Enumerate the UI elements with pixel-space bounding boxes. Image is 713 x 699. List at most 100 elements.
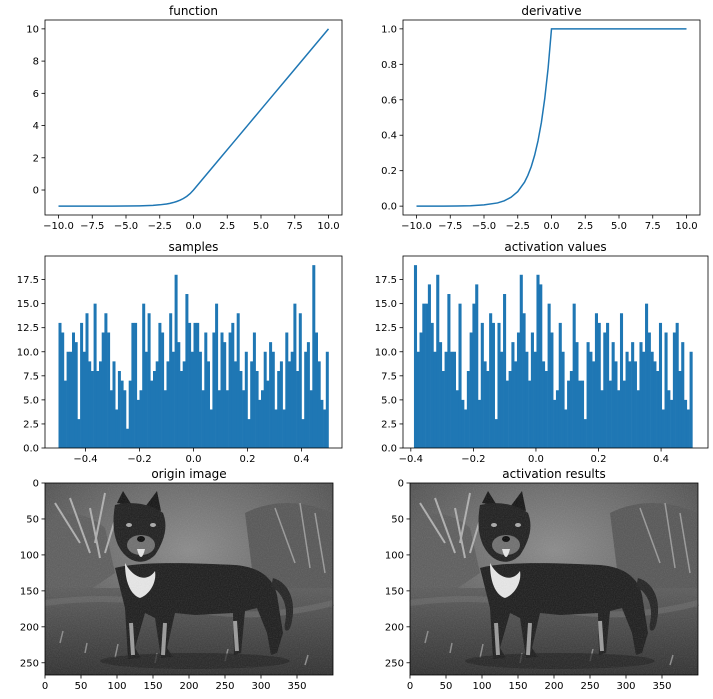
y-tick-label: 8 [33, 57, 39, 68]
x-tick-label: 150 [143, 681, 162, 692]
x-tick-label: 50 [440, 681, 453, 692]
x-tick-label: −0.2 [461, 454, 485, 465]
x-tick-label: 0.2 [591, 454, 607, 465]
histogram-bar [169, 313, 173, 448]
histogram-bar [242, 390, 246, 448]
histogram-bar [525, 351, 529, 448]
x-tick-label: −10.0 [401, 221, 432, 232]
histogram-bar [193, 322, 197, 448]
histogram-bar [136, 399, 140, 448]
histogram-bar [266, 380, 270, 448]
histogram-bar [147, 313, 151, 448]
histogram-bar [686, 409, 690, 448]
histogram-bar [452, 351, 457, 448]
histogram-bar [606, 322, 610, 448]
histogram-bar [190, 351, 194, 448]
histogram-bar [85, 313, 89, 448]
histogram-bar [296, 371, 300, 448]
histogram-bar [458, 303, 462, 448]
x-tick-label: 7.5 [645, 221, 661, 232]
histogram-bar [650, 351, 654, 448]
subplot-title: activation values [504, 240, 606, 254]
x-tick-label: −10.0 [43, 221, 74, 232]
histogram-bar [77, 419, 81, 448]
histogram-bar [153, 371, 156, 448]
histogram-bar [633, 361, 637, 448]
y-tick-label: 2.5 [23, 419, 39, 430]
y-tick-label: 12.5 [375, 323, 397, 334]
x-tick-label: 100 [472, 681, 491, 692]
x-tick-label: 350 [652, 681, 671, 692]
histogram-bar [166, 361, 170, 448]
x-tick-label: 200 [544, 681, 563, 692]
histogram-bar [558, 322, 562, 448]
histogram-bar [61, 332, 65, 448]
histogram-bar [486, 371, 490, 448]
histogram-bar [617, 390, 621, 448]
histogram-bar [511, 342, 515, 448]
histogram-bar [96, 371, 100, 448]
x-tick-label: 50 [75, 681, 88, 692]
histogram-bar [150, 380, 154, 448]
histogram-bar [126, 428, 129, 448]
histogram-bar [469, 332, 473, 448]
y-tick-label: 100 [385, 550, 404, 561]
histogram-bar [282, 409, 286, 448]
y-tick-label: 0.0 [23, 444, 39, 455]
x-tick-label: −0.2 [127, 454, 151, 465]
histogram-bar [550, 332, 554, 448]
y-tick-label: 0.2 [381, 166, 397, 177]
histogram-bar [430, 322, 434, 448]
histogram-bar [120, 380, 124, 448]
histogram-bar [212, 332, 216, 448]
histogram-bar [66, 351, 70, 448]
histogram-bar [99, 361, 102, 448]
histogram-bar [628, 361, 632, 448]
histogram-bar [298, 313, 302, 448]
x-tick-label: −7.5 [438, 221, 462, 232]
histogram-bar [441, 371, 445, 448]
histogram-bar [234, 361, 237, 448]
histogram-bar [163, 390, 167, 448]
subplot-3: samples −0.4 −0.2 0.0 0.2 0.4 0.0 2.5 5.0 7.5 10.0… [17, 240, 343, 465]
histogram-bar [158, 322, 162, 448]
histogram-bar [271, 351, 275, 448]
x-tick-label: 100 [107, 681, 126, 692]
x-tick-label: 10.0 [317, 221, 339, 232]
histogram-bar [664, 332, 668, 448]
histogram-bar [567, 380, 571, 448]
dog-photo [410, 483, 698, 675]
x-tick-label: 7.5 [287, 221, 303, 232]
histogram-bar [689, 351, 693, 448]
histogram-bar [301, 419, 305, 448]
x-tick-label: 5.0 [253, 221, 269, 232]
histogram-bar [142, 303, 146, 448]
histogram-bar [427, 284, 431, 448]
histogram-bar [277, 371, 281, 448]
subplot-6: activation results 0 50 100 150 200 250 300 350 0… [385, 467, 698, 692]
y-tick-label: 1.0 [381, 24, 397, 35]
histogram-bar [603, 332, 607, 448]
histogram-bar [269, 342, 273, 448]
x-tick-label: 2.5 [577, 221, 593, 232]
histogram-bar [464, 409, 468, 448]
histogram-bar [320, 399, 324, 448]
histogram-bar [177, 342, 181, 448]
x-tick-label: 0.2 [240, 454, 256, 465]
histogram-bar [252, 332, 256, 448]
y-tick-label: 0.0 [381, 444, 397, 455]
histogram-bar [561, 351, 565, 448]
histogram-bar [109, 390, 113, 448]
subplot-1: function −10.0 −7.5 −5.0 −2.5 0.0 2.5 5.0 7.5 10.… [26, 4, 343, 232]
subplot-5: origin image 0 50 100 150 200 250 300 350 0 50 100 1… [20, 467, 333, 692]
histogram-bar [425, 303, 429, 448]
histogram-bar [413, 265, 418, 448]
histogram-bar [182, 361, 186, 448]
subplot-4: activation values −0.4 −0.2 0.0 0.2 0.4 0.0 2.5… [375, 240, 709, 465]
histogram-bar [547, 303, 551, 448]
y-tick-label: 250 [20, 658, 39, 669]
y-tick-label: 150 [20, 586, 39, 597]
y-tick-label: 50 [26, 514, 39, 525]
histogram-bar [647, 332, 651, 448]
y-tick-label: 15.0 [375, 299, 397, 310]
